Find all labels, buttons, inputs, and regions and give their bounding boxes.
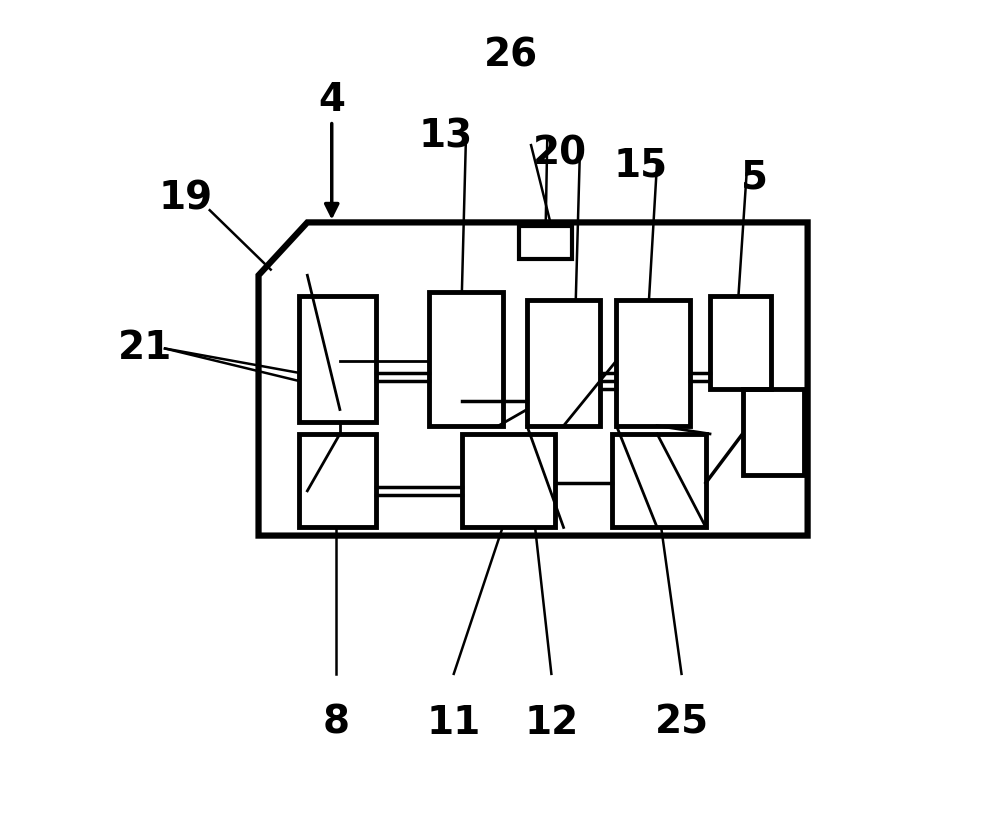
Bar bbox=[527, 300, 600, 426]
Text: 26: 26 bbox=[484, 37, 537, 75]
Text: 21: 21 bbox=[118, 329, 171, 368]
Bar bbox=[616, 300, 690, 426]
Text: 8: 8 bbox=[322, 704, 349, 742]
Bar bbox=[518, 227, 571, 259]
Text: 12: 12 bbox=[524, 704, 578, 742]
Text: 20: 20 bbox=[532, 134, 586, 172]
Text: 25: 25 bbox=[654, 704, 709, 742]
Text: 13: 13 bbox=[419, 118, 473, 156]
Bar bbox=[299, 434, 377, 527]
Text: 11: 11 bbox=[427, 704, 481, 742]
Bar bbox=[430, 292, 502, 426]
Bar bbox=[612, 434, 706, 527]
Text: 5: 5 bbox=[741, 159, 769, 197]
Text: 4: 4 bbox=[318, 81, 345, 120]
Text: 19: 19 bbox=[159, 179, 212, 217]
Bar bbox=[299, 296, 377, 422]
Bar bbox=[462, 434, 555, 527]
Text: 15: 15 bbox=[614, 147, 668, 184]
Bar bbox=[710, 296, 771, 389]
Bar bbox=[743, 389, 804, 474]
